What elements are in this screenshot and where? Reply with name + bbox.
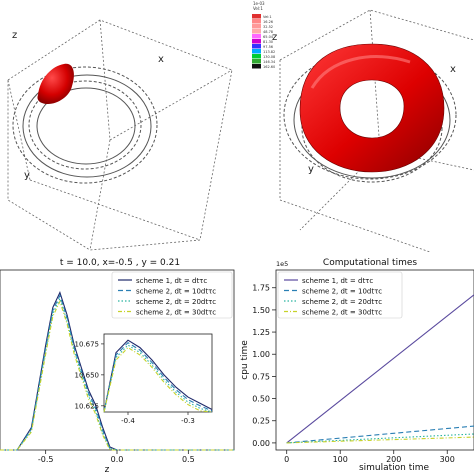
inset-series-line xyxy=(103,342,213,413)
right-chart-offset: 1e5 xyxy=(276,260,288,268)
colorbar-swatch xyxy=(252,29,261,34)
colorbar-label: Vel:1 xyxy=(263,15,272,19)
colorbar-swatch xyxy=(252,14,261,19)
colorbar-swatch xyxy=(252,19,261,24)
series-line xyxy=(0,300,234,451)
colorbar-swatch xyxy=(252,44,261,49)
series-line xyxy=(286,425,474,444)
tick-label: 100 xyxy=(333,455,348,464)
colorbar-label: 97.56 xyxy=(263,45,273,49)
torus-highlight xyxy=(310,55,411,89)
legend-entry: scheme 2, dt = 30dtτc xyxy=(302,309,382,317)
right-chart-frame xyxy=(275,269,474,451)
colorbar-label: 162.60 xyxy=(263,65,275,69)
tick-label: 0.0 xyxy=(111,455,124,464)
colorbar-header-2: Vel:1 xyxy=(253,6,263,11)
right-chart-ylabel: cpu time xyxy=(240,340,250,380)
red-blob xyxy=(37,63,74,104)
axis-label-z-right: z xyxy=(272,32,277,43)
tick-label: -0.5 xyxy=(38,455,54,464)
legend-entry: scheme 2, dt = 20dtτc xyxy=(302,298,382,306)
series-line xyxy=(0,294,234,451)
colorbar-swatch xyxy=(252,64,261,69)
tick-label: 300 xyxy=(440,455,455,464)
inset-ticks: -0.4 -0.3 10.675 10.650 10.625 xyxy=(75,340,195,425)
series-line xyxy=(0,297,234,451)
top-right-3d-panel: 1e-03 Vel:1 Vel:116.2632.5248.7865.0481.… xyxy=(252,1,474,252)
tick-label: 0 xyxy=(284,455,289,464)
series-line xyxy=(286,294,474,444)
colorbar-label: 146.34 xyxy=(263,60,276,64)
right-chart-series xyxy=(286,294,474,444)
left-chart-legend: scheme 1, dt = dtτc scheme 2, dt = 10dtτc… xyxy=(111,271,233,319)
axis-label-y-right: y xyxy=(308,164,314,175)
axis-label-x-right: x xyxy=(450,64,456,75)
right-chart-legend: scheme 1, dt = dtτc scheme 2, dt = 10dtτc… xyxy=(277,271,403,319)
colorbar-legend: 1e-03 Vel:1 Vel:116.2632.5248.7865.0481.… xyxy=(252,1,276,69)
left-chart: t = 10.0, x=-0.5 , y = 0.21 -0.5 0.0 0.5 z… xyxy=(0,258,235,474)
inset-chart: -0.4 -0.3 10.675 10.650 10.625 xyxy=(75,333,213,425)
colorbar-swatch xyxy=(252,54,261,59)
red-torus xyxy=(299,43,445,173)
colorbar-swatch xyxy=(252,34,261,39)
colorbar-swatch xyxy=(252,24,261,29)
inset-tick-label: -0.4 xyxy=(121,417,135,425)
legend-entry: scheme 2, dt = 10dtτc xyxy=(136,288,216,296)
colorbar-header-1: 1e-03 xyxy=(253,1,265,6)
inset-series xyxy=(103,339,213,413)
right-chart-ticks: 0 100 200 300 0.00 0.25 0.50 0.75 1.00 1.25 1.50 1.… xyxy=(252,284,455,464)
colorbar-swatch xyxy=(252,39,261,44)
colorbar-label: 130.08 xyxy=(263,55,275,59)
legend-entry: scheme 2, dt = 20dtτc xyxy=(136,298,216,306)
left-chart-xticks: -0.5 0.0 0.5 xyxy=(38,450,195,464)
inset-series-line xyxy=(103,346,213,413)
colorbar-swatch xyxy=(252,49,261,54)
colorbar-label: 32.52 xyxy=(263,25,273,29)
right-chart: 1e5 Computational times 0 100 200 300 0.00 0.… xyxy=(240,258,474,473)
inset-tick-label: 10.650 xyxy=(75,371,100,379)
inset-frame xyxy=(103,333,213,413)
colorbar-swatches: Vel:116.2632.5248.7865.0481.3097.56113.8… xyxy=(252,14,276,69)
colorbar-label: 16.26 xyxy=(263,20,273,24)
colorbar-label: 65.04 xyxy=(263,35,274,39)
right-chart-title: Computational times xyxy=(323,258,417,268)
axis-label-y-left: y xyxy=(24,170,30,181)
legend-entry: scheme 1, dt = dtτc xyxy=(302,277,373,285)
tick-label: 1.75 xyxy=(252,284,270,293)
legend-entry: scheme 2, dt = 10dtτc xyxy=(302,288,382,296)
orbit-rings-left xyxy=(12,66,158,184)
tick-label: 0.00 xyxy=(252,439,270,448)
tick-label: 0.50 xyxy=(252,395,270,404)
colorbar-label: 113.82 xyxy=(263,50,275,54)
colorbar-label: 48.78 xyxy=(263,30,273,34)
tick-label: 0.75 xyxy=(252,372,270,381)
inset-series-line xyxy=(103,344,213,413)
colorbar-label: 81.30 xyxy=(263,40,273,44)
wireframe-box-left xyxy=(7,19,233,251)
inset-tick-label: 10.625 xyxy=(75,402,100,410)
tick-label: 200 xyxy=(386,455,401,464)
top-left-3d-panel: z y x xyxy=(7,19,233,251)
left-chart-series xyxy=(0,291,234,451)
left-chart-xlabel: z xyxy=(105,465,110,474)
series-line xyxy=(286,436,474,444)
right-chart-xlabel: simulation time xyxy=(359,463,430,473)
axis-label-x-left: x xyxy=(158,54,164,65)
inset-tick-label: 10.675 xyxy=(75,340,100,348)
legend-entry: scheme 1, dt = dtτc xyxy=(136,277,207,285)
tick-label: 1.00 xyxy=(252,350,270,359)
inset-tick-label: -0.3 xyxy=(181,417,195,425)
tick-label: 1.50 xyxy=(252,306,270,315)
colorbar-swatch xyxy=(252,59,261,64)
axis-label-z-left: z xyxy=(12,30,17,41)
legend-entry: scheme 2, dt = 30dtτc xyxy=(136,309,216,317)
left-chart-title: t = 10.0, x=-0.5 , y = 0.21 xyxy=(60,258,180,268)
tick-label: 0.25 xyxy=(252,417,270,426)
inset-series-line xyxy=(103,339,213,413)
tick-label: 0.5 xyxy=(182,455,195,464)
tick-label: 1.25 xyxy=(252,328,270,337)
